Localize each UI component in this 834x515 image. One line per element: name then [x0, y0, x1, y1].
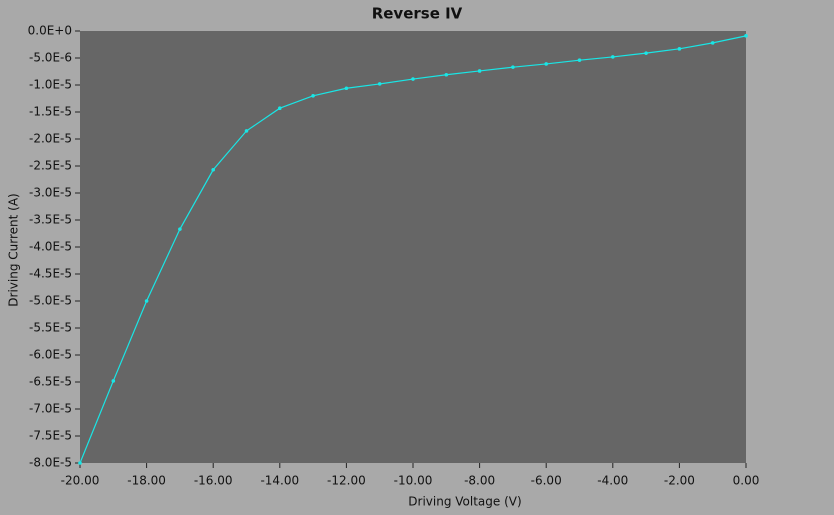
- y-tick-label: -4.0E-5: [29, 240, 72, 254]
- y-tick-label: -1.0E-5: [29, 78, 72, 92]
- data-point: [577, 58, 582, 62]
- x-tick-label: 0.00: [733, 474, 760, 488]
- y-axis-label: Driving Current (A): [7, 193, 21, 306]
- y-tick-label: -4.5E-5: [29, 267, 72, 281]
- x-tick-label: -16.00: [194, 474, 233, 488]
- data-point: [178, 227, 182, 231]
- data-point: [744, 34, 748, 38]
- data-point: [710, 41, 715, 45]
- x-tick-label: -20.00: [61, 474, 100, 488]
- x-tick-label: -12.00: [327, 474, 366, 488]
- data-point: [244, 129, 249, 133]
- y-tick-label: -7.0E-5: [29, 402, 72, 416]
- y-tick-label: -3.5E-5: [29, 213, 72, 227]
- data-point: [444, 72, 449, 77]
- y-tick-label: -7.5E-5: [29, 429, 72, 443]
- x-tick-label: -18.00: [127, 474, 166, 488]
- x-axis-label: Driving Voltage (V): [408, 495, 521, 509]
- y-tick-label: -5.5E-5: [29, 321, 72, 335]
- x-tick-label: -2.00: [664, 474, 695, 488]
- y-tick-label: -8.0E-5: [29, 456, 72, 470]
- x-tick-label: -10.00: [394, 474, 433, 488]
- data-point: [278, 106, 282, 111]
- data-point: [511, 65, 515, 69]
- data-point: [78, 461, 82, 465]
- x-tick-label: -4.00: [597, 474, 628, 488]
- data-point: [144, 299, 149, 303]
- x-tick-label: -8.00: [464, 474, 495, 488]
- y-tick-label: -5.0E-5: [29, 294, 72, 308]
- plot-area: [80, 31, 746, 463]
- data-point: [544, 62, 548, 66]
- data-point: [311, 94, 315, 98]
- data-point: [411, 77, 415, 81]
- data-point: [377, 82, 382, 86]
- y-tick-label: -2.5E-5: [29, 159, 72, 173]
- data-point: [211, 167, 215, 172]
- data-point: [611, 55, 615, 59]
- data-point: [677, 47, 682, 51]
- y-tick-label: -1.5E-5: [29, 105, 72, 119]
- y-tick-label: -6.5E-5: [29, 375, 72, 389]
- data-point: [111, 379, 116, 383]
- data-point: [344, 86, 349, 91]
- chart-title: Reverse IV: [372, 5, 463, 23]
- data-point: [477, 69, 482, 73]
- y-tick-label: -6.0E-5: [29, 348, 72, 362]
- data-point: [644, 51, 648, 55]
- x-tick-label: -14.00: [260, 474, 299, 488]
- y-tick-label: -3.0E-5: [29, 186, 72, 200]
- y-tick-label: 0.0E+0: [28, 24, 72, 38]
- y-tick-label: -5.0E-6: [29, 51, 72, 65]
- x-tick-label: -6.00: [531, 474, 562, 488]
- y-tick-label: -2.0E-5: [29, 132, 72, 146]
